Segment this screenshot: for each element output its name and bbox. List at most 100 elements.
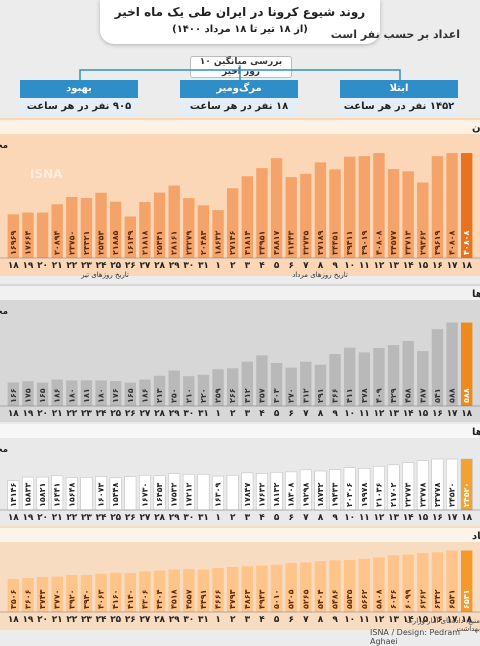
tick-label: ۱۳ (388, 409, 399, 419)
tick-label: ۴ (259, 409, 265, 419)
tick-label: ۲۷ (139, 615, 150, 625)
tick-label: ۲۵ (110, 409, 121, 419)
data-label: ۱۷۶ (111, 388, 120, 403)
tick-label: ۳ (245, 261, 251, 271)
bar (124, 216, 137, 258)
bar (183, 198, 195, 258)
bar (431, 329, 444, 406)
tick-label: ۲۰ (37, 409, 48, 419)
bar (212, 568, 224, 612)
data-label: ۴۹۴۳ (257, 589, 266, 609)
bar (22, 578, 34, 612)
bar (183, 376, 195, 406)
tick-label: ۲۵ (110, 615, 121, 625)
data-label: ۵۴۰۴ (316, 589, 325, 609)
tick-label: ۳۱ (198, 513, 209, 523)
bar (226, 368, 239, 406)
data-label: ۱۶۰۷۳ (97, 482, 106, 507)
tick-label: ۲۶ (125, 261, 136, 271)
data-label: ۳۴۵۷۷ (389, 230, 398, 255)
tick-label: ۸ (318, 409, 324, 419)
data-label: ۱۷۶۳۲ (257, 482, 266, 507)
tick-label: ۱۷ (447, 261, 458, 271)
data-label: ۴۱۴۰ (126, 589, 135, 609)
tick-label: ۱۵ (417, 513, 428, 523)
tick-label: ۱۸ (461, 261, 472, 271)
tick-label: ۱۲ (373, 513, 384, 523)
bar (66, 197, 78, 258)
bar (417, 182, 429, 258)
data-label: ۳۱۲ (243, 388, 252, 403)
data-label: ۲۱۰۳۶ (374, 482, 383, 507)
tick-label: ۹ (332, 513, 338, 523)
data-label: ۳۵۷ (257, 388, 266, 403)
bar (285, 177, 297, 258)
data-label: ۲۲۷۷۳ (404, 482, 413, 507)
stat-box-value: ۹۰۵ نفر در هر ساعت (20, 98, 138, 116)
bar (139, 201, 151, 258)
tick-label: ۹ (332, 409, 338, 419)
panel-title: بهبودیافته‌ها (472, 427, 480, 438)
bar (270, 158, 283, 258)
data-label: ۴۵۱۸ (170, 589, 179, 609)
data-label: ۳۰۳ (272, 388, 281, 403)
data-label: ۲۳۳۲۱ (82, 231, 91, 255)
data-label: ۱۶۵ (38, 388, 47, 403)
data-label: ۲۱۸۸۵ (111, 230, 120, 255)
data-label: ۳۶۶ (331, 388, 340, 403)
tick-label: ۶ (288, 409, 294, 419)
bar (446, 550, 458, 612)
tick-label: ۱۶ (432, 513, 443, 523)
panel-title: مبتلایان (472, 123, 480, 134)
tick-label: ۲۳ (81, 261, 92, 271)
tick-label: ۱۸ (8, 409, 19, 419)
data-label: ۲۵۳۵۳ (97, 230, 106, 255)
stat-box-value: ۱۸ نفر در هر ساعت (180, 98, 298, 116)
bar (226, 566, 239, 612)
data-label: ۳۹۴۱۱ (345, 231, 354, 255)
bar (51, 204, 63, 258)
data-label: ۴۵۵۷ (184, 589, 193, 609)
stat-box-label: مرگ‌ومیر (180, 80, 298, 98)
data-label: ۱۷۸۴۷ (243, 482, 252, 507)
tick-label: ۲۹ (169, 615, 180, 625)
bar (402, 554, 414, 612)
panel-recovered-bg (0, 422, 480, 528)
tick-label: ۳۰ (183, 513, 194, 523)
data-label: ۴۲۹ (389, 388, 398, 403)
data-label: ۳۸۷ (418, 388, 427, 403)
data-label: ۳۷۴۳ (38, 589, 47, 609)
data-label: ۵۰۱۰ (272, 589, 281, 609)
data-label: ۲۱۸۱۸ (140, 230, 149, 255)
tick-label: ۳۰ (183, 615, 194, 625)
data-label: ۳۲۷۳۵ (301, 230, 310, 255)
tick-label: ۶ (288, 615, 294, 625)
tick-label: ۱ (215, 261, 221, 271)
bar (22, 212, 34, 258)
stat-box-label: بهبود (20, 80, 138, 98)
tick-label: ۱۸ (461, 409, 472, 419)
bar (80, 380, 93, 406)
tick-label: ۱ (215, 615, 221, 625)
data-label: ۳۵۰۶ (9, 589, 18, 609)
data-label: ۳۷۱۸۹ (316, 230, 325, 255)
data-label: ۲۳۷۵۰ (67, 231, 76, 255)
bar (329, 169, 341, 258)
data-label: ۲۵۹ (214, 388, 223, 403)
bar (109, 381, 122, 406)
bar (387, 345, 400, 406)
tick-label: ۵ (274, 409, 280, 419)
tick-label: ۵ (274, 615, 280, 625)
bar (66, 380, 78, 406)
tick-label: ۱۶ (432, 261, 443, 271)
tick-label: ۲ (230, 261, 236, 271)
data-label: ۴۰۸۰۸ (462, 230, 471, 255)
tick-label: ۲۴ (96, 409, 107, 419)
data-label: ۱۸۳۰۸ (287, 482, 296, 507)
tick-label: ۲۰ (37, 513, 48, 523)
data-label: ۵۵۳۵ (345, 589, 354, 609)
bar (197, 374, 210, 406)
bar (300, 562, 312, 612)
data-label: ۶۰۳۶ (389, 589, 398, 609)
